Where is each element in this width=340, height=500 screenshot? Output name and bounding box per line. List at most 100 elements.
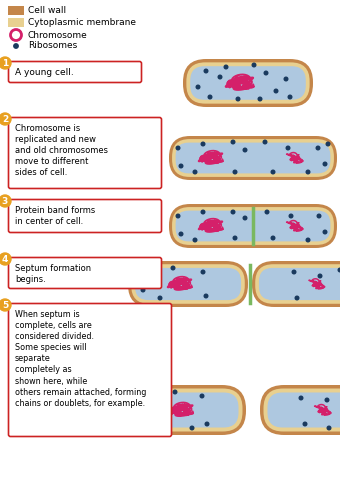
Circle shape	[327, 426, 331, 430]
Text: Chromosome is
replicated and new
and old chromosomes
move to different
sides of : Chromosome is replicated and new and old…	[15, 124, 108, 178]
Circle shape	[204, 69, 208, 73]
Text: 4: 4	[2, 255, 8, 264]
FancyBboxPatch shape	[8, 200, 161, 232]
Circle shape	[263, 140, 267, 144]
Circle shape	[155, 424, 159, 428]
Circle shape	[158, 296, 162, 300]
FancyBboxPatch shape	[169, 204, 337, 248]
Text: 1: 1	[2, 59, 8, 68]
Circle shape	[271, 170, 275, 174]
Circle shape	[146, 272, 150, 276]
Circle shape	[299, 396, 303, 400]
FancyBboxPatch shape	[8, 258, 161, 288]
Circle shape	[325, 398, 329, 402]
FancyBboxPatch shape	[8, 62, 141, 82]
Text: Cell wall: Cell wall	[28, 6, 66, 15]
Circle shape	[176, 146, 180, 150]
Circle shape	[205, 422, 209, 426]
Circle shape	[14, 44, 18, 48]
Circle shape	[233, 236, 237, 240]
FancyBboxPatch shape	[172, 207, 334, 245]
FancyBboxPatch shape	[169, 136, 337, 180]
Circle shape	[289, 214, 293, 218]
FancyBboxPatch shape	[190, 66, 306, 100]
Circle shape	[193, 238, 197, 242]
Circle shape	[0, 253, 11, 265]
FancyBboxPatch shape	[128, 261, 248, 307]
FancyBboxPatch shape	[264, 388, 340, 432]
Text: Chromosome: Chromosome	[28, 30, 88, 40]
Circle shape	[218, 75, 222, 79]
FancyBboxPatch shape	[259, 268, 340, 300]
Circle shape	[286, 146, 290, 150]
Text: 3: 3	[2, 197, 8, 206]
Circle shape	[0, 113, 11, 125]
Circle shape	[323, 162, 327, 166]
FancyBboxPatch shape	[132, 388, 242, 432]
Circle shape	[317, 214, 321, 218]
FancyBboxPatch shape	[172, 139, 334, 177]
Circle shape	[306, 238, 310, 242]
FancyBboxPatch shape	[183, 59, 313, 107]
Circle shape	[190, 426, 194, 430]
Text: Cytoplasmic membrane: Cytoplasmic membrane	[28, 18, 136, 27]
Circle shape	[204, 294, 208, 298]
Text: When septum is
complete, cells are
considered divided.
Some species will
separat: When septum is complete, cells are consi…	[15, 310, 147, 408]
Text: Ribosomes: Ribosomes	[28, 42, 77, 50]
Circle shape	[236, 97, 240, 101]
Circle shape	[288, 95, 292, 99]
Circle shape	[179, 232, 183, 236]
FancyBboxPatch shape	[8, 118, 161, 188]
FancyBboxPatch shape	[260, 385, 340, 435]
Circle shape	[264, 71, 268, 75]
Circle shape	[316, 146, 320, 150]
Text: 2: 2	[2, 115, 8, 124]
Circle shape	[274, 89, 278, 93]
Circle shape	[196, 85, 200, 89]
Circle shape	[271, 236, 275, 240]
FancyBboxPatch shape	[268, 392, 340, 428]
Circle shape	[243, 148, 247, 152]
Circle shape	[145, 396, 149, 400]
Circle shape	[243, 216, 247, 220]
Circle shape	[323, 230, 327, 234]
Circle shape	[318, 274, 322, 278]
Circle shape	[176, 214, 180, 218]
Circle shape	[224, 65, 228, 69]
Circle shape	[208, 95, 212, 99]
Circle shape	[200, 394, 204, 398]
Circle shape	[326, 142, 330, 146]
Circle shape	[292, 270, 296, 274]
Circle shape	[303, 422, 307, 426]
Text: 5: 5	[2, 301, 8, 310]
FancyBboxPatch shape	[128, 385, 246, 435]
Circle shape	[0, 195, 11, 207]
Text: Septum formation
begins.: Septum formation begins.	[15, 264, 91, 284]
Circle shape	[179, 164, 183, 168]
FancyBboxPatch shape	[8, 304, 171, 436]
FancyBboxPatch shape	[175, 142, 330, 174]
FancyBboxPatch shape	[252, 261, 340, 307]
Circle shape	[231, 140, 235, 144]
FancyBboxPatch shape	[136, 392, 238, 428]
Circle shape	[233, 170, 237, 174]
Circle shape	[231, 210, 235, 214]
Text: Protein band forms
in center of cell.: Protein band forms in center of cell.	[15, 206, 95, 226]
Circle shape	[201, 142, 205, 146]
Circle shape	[0, 57, 11, 69]
Circle shape	[141, 288, 145, 292]
Circle shape	[258, 97, 262, 101]
Circle shape	[171, 266, 175, 270]
Circle shape	[306, 170, 310, 174]
FancyBboxPatch shape	[131, 264, 245, 304]
Circle shape	[338, 268, 340, 272]
Circle shape	[201, 210, 205, 214]
FancyBboxPatch shape	[175, 210, 330, 242]
FancyBboxPatch shape	[8, 18, 24, 27]
FancyBboxPatch shape	[8, 6, 24, 15]
FancyBboxPatch shape	[255, 264, 340, 304]
Circle shape	[139, 414, 143, 418]
Circle shape	[284, 77, 288, 81]
Circle shape	[193, 170, 197, 174]
Circle shape	[0, 299, 11, 311]
